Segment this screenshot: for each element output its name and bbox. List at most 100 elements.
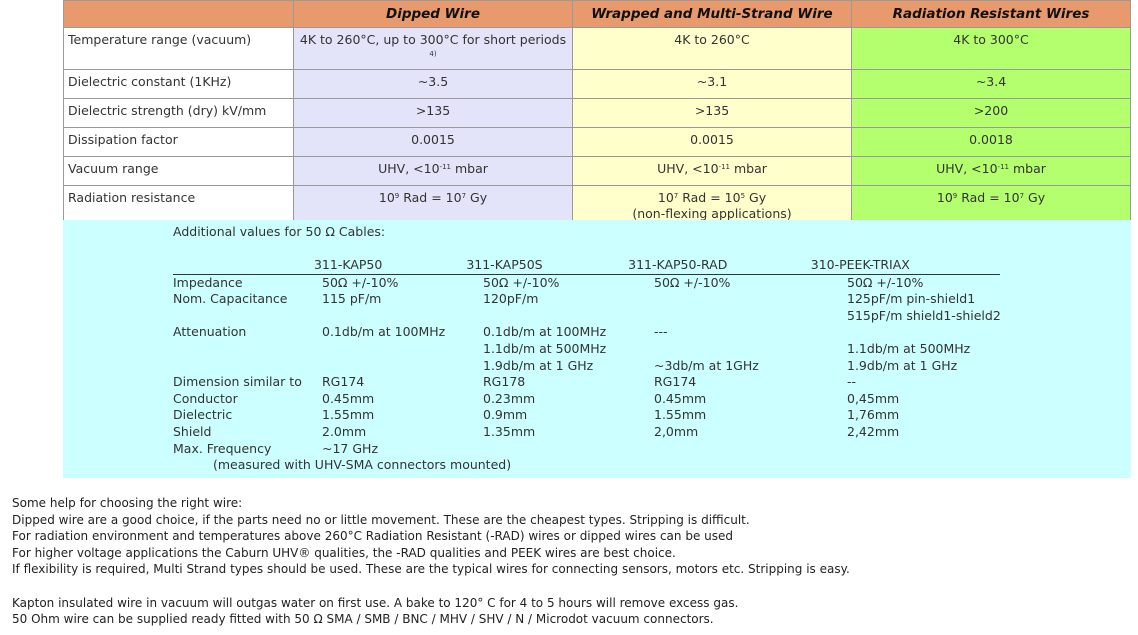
- property-value: ~3.1: [572, 69, 852, 99]
- table-row: Vacuum range UHV, <10-11 mbar UHV, <10-11 …: [63, 156, 1131, 186]
- value-text: >135: [415, 103, 451, 118]
- value-text: mbar: [729, 161, 767, 176]
- property-value: UHV, <10-11 mbar: [851, 156, 1131, 186]
- property-value: 4K to 260°C, up to 300°C for short perio…: [293, 27, 573, 70]
- value-text: mbar: [450, 161, 488, 176]
- cable-property-label: Shield: [173, 423, 212, 439]
- value-text: ~3.1: [696, 74, 728, 89]
- value-text: UHV, <10: [657, 161, 719, 176]
- cable-property-value: 50Ω +/-10%: [654, 274, 731, 290]
- table-row: Dissipation factor 0.0015 0.0015 0.0018: [63, 127, 1131, 157]
- value-text: UHV, <10: [936, 161, 998, 176]
- cable-property-value: 50Ω +/-10%: [322, 274, 399, 290]
- value-text: 10: [936, 190, 953, 205]
- cable-property-value: 120pF/m: [483, 291, 539, 307]
- cable-values-title: Additional values for 50 Ω Cables:: [173, 224, 386, 239]
- help-line: 50 Ohm wire can be supplied ready fitted…: [12, 612, 714, 627]
- cable-property-value: 0.1db/m at 100MHz 1.1db/m at 500MHz 1.9d…: [483, 324, 607, 373]
- cable-property-value: 2,0mm: [654, 423, 699, 439]
- column-header: [63, 0, 294, 28]
- cable-property-value: 115 pF/m: [322, 291, 382, 307]
- cable-row: Impedance 50Ω +/-10% 50Ω +/-10% 50Ω +/-10% 5…: [173, 275, 1047, 292]
- cable-property-value: 0,45mm: [847, 390, 900, 406]
- cable-property-value: 0.45mm: [654, 390, 707, 406]
- cable-property-value: --- ~3db/m at 1GHz: [654, 324, 759, 373]
- table-header-row: Dipped Wire Wrapped and Multi-Strand Wire…: [63, 0, 1131, 28]
- cable-row: Max. Frequency ~17 GHz: [173, 441, 1047, 458]
- value-text: 0.0015: [411, 132, 455, 147]
- column-header: Radiation Resistant Wires: [851, 0, 1131, 28]
- cable-property-value: [654, 441, 847, 458]
- value-text: Rad = 10: [678, 190, 741, 205]
- value-text: 0.0015: [690, 132, 734, 147]
- superscript: 7: [1019, 192, 1025, 200]
- cable-row: Conductor 0.45mm 0.23mm 0.45mm 0,45mm: [173, 391, 1047, 408]
- cable-property-label: Conductor: [173, 390, 238, 406]
- cable-model: 310-PEEK-TRIAX: [810, 257, 910, 272]
- cable-property-label: Impedance: [173, 274, 243, 290]
- property-value: 4K to 300°C: [851, 27, 1131, 70]
- value-text: UHV, <10: [378, 161, 440, 176]
- value-note: (non-flexing applications): [632, 206, 792, 221]
- property-value: 0.0015: [293, 127, 573, 157]
- property-value: 0.0018: [851, 127, 1131, 157]
- help-text: Some help for choosing the right wire: Di…: [12, 495, 850, 628]
- table-row: Temperature range (vacuum) 4K to 260°C, u…: [63, 27, 1131, 70]
- value-text: Gy: [1024, 190, 1046, 205]
- value-text: 4K to 260°C, up to 300°C for short perio…: [299, 32, 567, 47]
- help-line: Kapton insulated wire in vacuum will out…: [12, 595, 739, 610]
- help-line: Some help for choosing the right wire:: [12, 496, 243, 510]
- superscript: -11: [439, 163, 451, 171]
- value-text: ~3.4: [975, 74, 1007, 89]
- cable-property-value: --: [847, 374, 857, 390]
- cable-values-table: 311-KAP50 311-KAP50S 311-KAP50-RAD 310-PEEK…: [173, 257, 1047, 474]
- help-line: [12, 578, 850, 595]
- measurement-note: (measured with UHV-SMA connectors mounte…: [213, 457, 512, 473]
- superscript: 4): [429, 50, 437, 58]
- cable-property-value: 1.1db/m at 500MHz 1.9db/m at 1 GHz: [847, 340, 971, 373]
- property-value: ~3.5: [293, 69, 573, 99]
- value-text: 0.0018: [969, 132, 1013, 147]
- superscript: -11: [718, 163, 730, 171]
- cable-property-value: [847, 441, 1047, 458]
- cable-model: 311-KAP50S: [466, 257, 543, 272]
- property-value: >200: [851, 98, 1131, 128]
- property-value: >135: [572, 98, 852, 128]
- property-label: Vacuum range: [63, 156, 294, 186]
- value-text: Gy: [466, 190, 488, 205]
- cable-row: Attenuation 0.1db/m at 100MHz 0.1db/m at 1…: [173, 324, 1047, 374]
- cable-property-label: Dielectric: [173, 407, 233, 423]
- property-label: Dissipation factor: [63, 127, 294, 157]
- superscript: 9: [952, 192, 958, 200]
- cable-models-header: 311-KAP50 311-KAP50S 311-KAP50-RAD 310-PEEK…: [173, 257, 1000, 275]
- cable-model: 311-KAP50-RAD: [628, 257, 728, 272]
- cable-row: Dielectric 1.55mm 0.9mm 1.55mm 1,76mm: [173, 407, 1047, 424]
- value-text: 10: [657, 190, 674, 205]
- property-value: UHV, <10-11 mbar: [572, 156, 852, 186]
- value-text: ~3.5: [417, 74, 449, 89]
- cable-property-value: 50Ω +/-10%: [847, 274, 924, 290]
- cable-property-label: Attenuation: [173, 324, 247, 340]
- cable-property-label: Dimension similar to: [173, 374, 302, 390]
- cable-property-value: 125pF/m pin-shield1 515pF/m shield1-shie…: [847, 291, 1001, 323]
- property-value: 4K to 260°C: [572, 27, 852, 70]
- help-line: For higher voltage applications the Cabu…: [12, 545, 676, 560]
- cable-property-value: 2,42mm: [847, 423, 900, 439]
- wire-comparison-table: Dipped Wire Wrapped and Multi-Strand Wire…: [63, 0, 1131, 227]
- help-line: If flexibility is required, Multi Strand…: [12, 562, 850, 577]
- value-text: Rad = 10: [957, 190, 1020, 205]
- superscript: -11: [997, 163, 1009, 171]
- cable-values-panel: Additional values for 50 Ω Cables: 311-K…: [63, 220, 1131, 478]
- cable-row: Nom. Capacitance 115 pF/m 120pF/m 125pF/m p…: [173, 291, 1047, 324]
- value-text: Gy: [745, 190, 767, 205]
- cable-property-value: ~17 GHz: [322, 440, 378, 456]
- help-line: For radiation environment and temperatur…: [12, 529, 734, 544]
- cable-property-value: 0.9mm: [483, 407, 528, 423]
- cable-property-value: [483, 441, 654, 458]
- property-label: Dielectric strength (dry) kV/mm: [63, 98, 294, 128]
- property-label: Temperature range (vacuum): [63, 27, 294, 70]
- property-value: ~3.4: [851, 69, 1131, 99]
- value-text: mbar: [1008, 161, 1046, 176]
- column-header: Wrapped and Multi-Strand Wire: [572, 0, 852, 28]
- property-value: 109 Rad = 107 Gy: [851, 185, 1131, 227]
